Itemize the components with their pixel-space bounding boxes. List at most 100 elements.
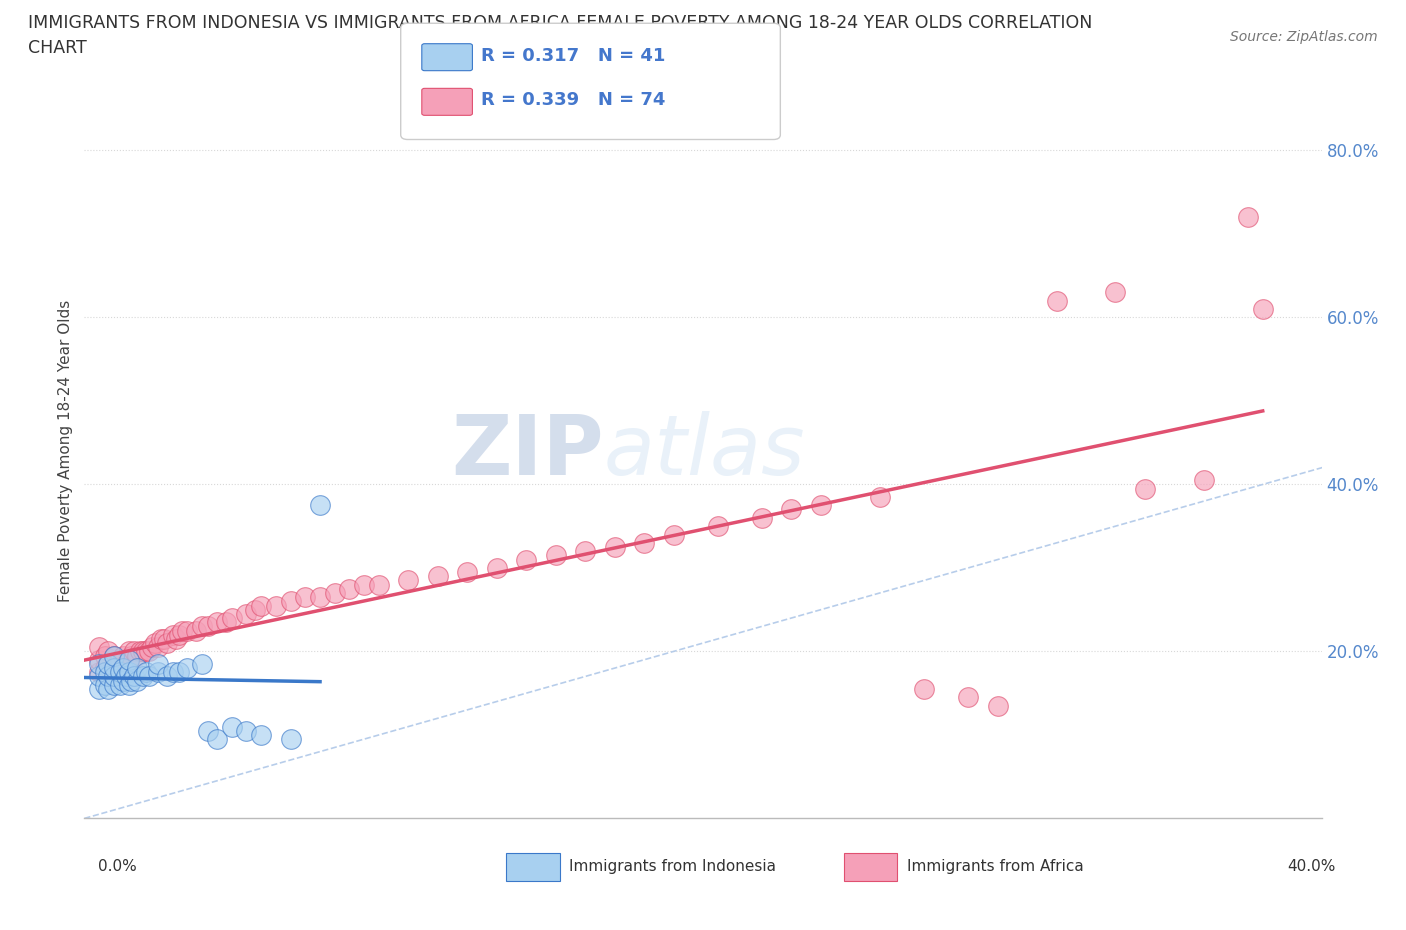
Point [245, 603, 267, 618]
Text: Source: ZipAtlas.com: Source: ZipAtlas.com [1230, 30, 1378, 44]
Y-axis label: Female Poverty Among 18-24 Year Olds: Female Poverty Among 18-24 Year Olds [58, 300, 73, 603]
Point [987, 698, 1010, 713]
Text: IMMIGRANTS FROM INDONESIA VS IMMIGRANTS FROM AFRICA FEMALE POVERTY AMONG 18-24 Y: IMMIGRANTS FROM INDONESIA VS IMMIGRANTS … [28, 14, 1092, 32]
Point [94, 660, 117, 675]
Point [111, 660, 134, 675]
Point [103, 648, 125, 663]
Point [141, 640, 163, 655]
Point [97, 644, 120, 658]
Point [706, 519, 728, 534]
Point [117, 665, 139, 680]
Point [205, 615, 228, 630]
Point [221, 611, 243, 626]
Point [111, 673, 134, 688]
Text: Immigrants from Africa: Immigrants from Africa [907, 859, 1084, 874]
Point [368, 578, 391, 592]
Point [294, 590, 316, 604]
Point [197, 619, 219, 634]
Text: 40.0%: 40.0% [1288, 859, 1336, 874]
Point [1192, 472, 1215, 487]
Point [156, 635, 179, 650]
Point [215, 615, 238, 630]
Point [662, 527, 685, 542]
Text: 0.0%: 0.0% [98, 859, 138, 874]
Point [143, 635, 166, 650]
Point [1237, 210, 1260, 225]
Point [127, 660, 149, 675]
Text: atlas: atlas [605, 410, 806, 492]
Point [197, 724, 219, 738]
Point [780, 502, 803, 517]
Point [167, 628, 190, 643]
Point [127, 673, 149, 688]
Point [108, 652, 131, 667]
Point [280, 594, 302, 609]
Point [87, 652, 110, 667]
Point [574, 544, 596, 559]
Point [138, 669, 160, 684]
Point [94, 677, 117, 692]
Point [353, 578, 375, 592]
Point [235, 606, 257, 621]
Point [97, 657, 120, 671]
Point [132, 644, 155, 658]
Point [117, 644, 139, 658]
Point [1104, 285, 1126, 299]
Point [135, 665, 157, 680]
Point [186, 623, 208, 638]
Point [87, 640, 110, 655]
Point [235, 724, 257, 738]
Point [114, 657, 136, 671]
Text: R = 0.339   N = 74: R = 0.339 N = 74 [481, 91, 665, 110]
Point [162, 628, 184, 643]
Point [280, 732, 302, 747]
Point [165, 631, 187, 646]
Text: R = 0.317   N = 41: R = 0.317 N = 41 [481, 46, 665, 65]
Point [111, 648, 134, 663]
Point [485, 561, 508, 576]
Point [103, 660, 125, 675]
Point [124, 644, 146, 658]
Point [108, 677, 131, 692]
Point [94, 665, 117, 680]
Point [146, 657, 169, 671]
Point [176, 623, 198, 638]
Point [108, 665, 131, 680]
Point [426, 569, 449, 584]
Point [156, 669, 179, 684]
Point [323, 586, 346, 601]
Point [633, 536, 655, 551]
Point [339, 581, 361, 596]
Point [456, 565, 478, 579]
Point [149, 631, 172, 646]
Point [146, 665, 169, 680]
Point [869, 489, 891, 504]
Point [264, 598, 287, 613]
Text: ZIP: ZIP [451, 410, 605, 492]
Point [114, 669, 136, 684]
Point [87, 682, 110, 697]
Point [105, 657, 128, 671]
Point [396, 573, 419, 588]
Point [103, 677, 125, 692]
Point [103, 669, 125, 684]
Point [94, 648, 117, 663]
Point [912, 682, 935, 697]
Point [544, 548, 567, 563]
Point [309, 590, 332, 604]
Point [751, 511, 773, 525]
Point [97, 669, 120, 684]
Text: CHART: CHART [28, 39, 87, 57]
Point [221, 719, 243, 734]
Point [205, 732, 228, 747]
Point [97, 682, 120, 697]
Point [87, 657, 110, 671]
Point [121, 648, 143, 663]
Point [603, 539, 626, 554]
Point [1045, 293, 1067, 308]
Point [117, 652, 139, 667]
Point [515, 552, 537, 567]
Point [191, 657, 214, 671]
Text: Immigrants from Indonesia: Immigrants from Indonesia [569, 859, 776, 874]
Point [250, 598, 273, 613]
